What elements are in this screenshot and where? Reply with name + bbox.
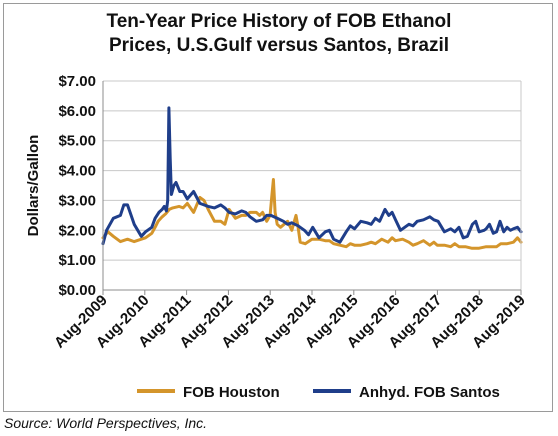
chart-title: Ten-Year Price History of FOB Ethanol Pr… — [0, 10, 558, 58]
y-tick-label: $0.00 — [58, 282, 96, 299]
y-tick-label: $4.00 — [58, 163, 96, 180]
y-tick-label: $6.00 — [58, 103, 96, 120]
y-tick-label: $2.00 — [58, 222, 96, 239]
legend-label-fob-houston: FOB Houston — [183, 384, 280, 401]
series-lines — [101, 106, 523, 250]
source-note: Source: World Perspectives, Inc. — [4, 415, 208, 431]
chart-frame — [3, 3, 553, 412]
legend: FOB Houston Anhyd. FOB Santos — [137, 384, 500, 401]
gridlines — [103, 80, 521, 291]
axes: $0.00 $1.00 $2.00 $3.00 $4.00 $5.00 $6.00 $7.00… — [25, 73, 529, 352]
chart-title-line-1: Ten-Year Price History of FOB Ethanol — [106, 11, 452, 32]
y-tick-label: $5.00 — [58, 133, 96, 150]
series-line-fob-houston — [101, 178, 523, 250]
y-tick-label: $3.00 — [58, 192, 96, 209]
y-tick-label: $7.00 — [58, 73, 96, 90]
legend-label-anhyd-fob-santos: Anhyd. FOB Santos — [359, 384, 500, 401]
y-axis-title: Dollars/Gallon — [25, 135, 42, 237]
chart-title-line-2: Prices, U.S.Gulf versus Santos, Brazil — [108, 35, 449, 56]
series-line-anhyd-fob-santos — [101, 106, 523, 246]
y-tick-label: $1.00 — [58, 252, 96, 269]
